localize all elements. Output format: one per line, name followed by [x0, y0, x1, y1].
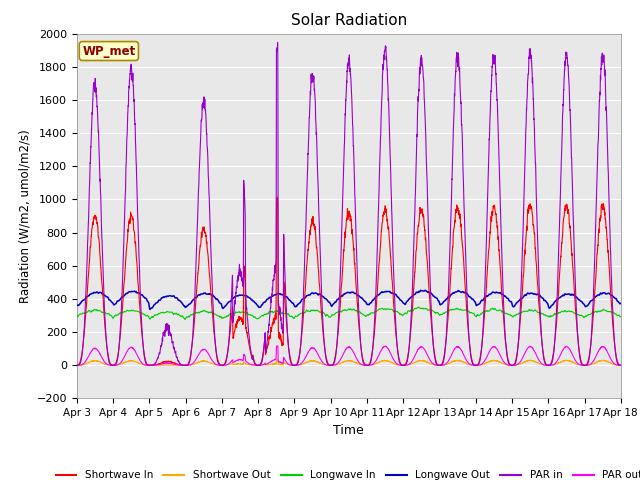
Title: Solar Radiation: Solar Radiation [291, 13, 407, 28]
X-axis label: Time: Time [333, 424, 364, 437]
Text: WP_met: WP_met [82, 45, 136, 58]
Legend: Shortwave In, Shortwave Out, Longwave In, Longwave Out, PAR in, PAR out: Shortwave In, Shortwave Out, Longwave In… [51, 466, 640, 480]
Y-axis label: Radiation (W/m2, umol/m2/s): Radiation (W/m2, umol/m2/s) [18, 129, 31, 303]
